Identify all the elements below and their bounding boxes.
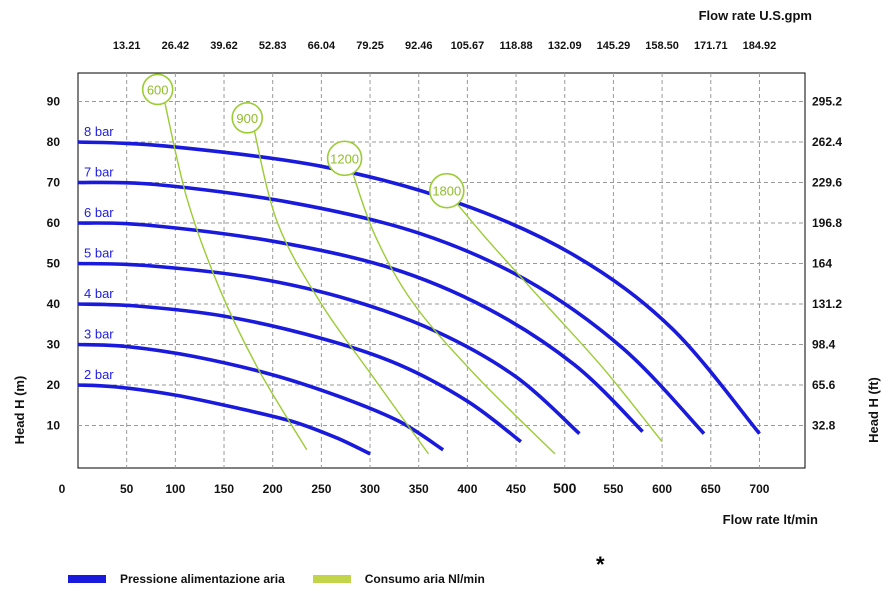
x-tick-label: 0	[59, 482, 66, 496]
pressure-curve	[77, 261, 581, 435]
x-tick-label: 250	[311, 482, 331, 496]
y-tick-label-right: 164	[812, 257, 832, 271]
y-tick-label-left: 70	[47, 176, 61, 190]
top-tick-label: 171.71	[694, 40, 728, 52]
air-consumption-badge	[231, 102, 264, 134]
y-tick-label-right: 295.2	[812, 95, 842, 109]
x-tick-label: 50	[120, 482, 134, 496]
x-tick-label: 350	[409, 482, 429, 496]
top-tick-label: 158.50	[645, 40, 679, 52]
y-tick-label-left: 60	[47, 216, 61, 230]
x-tick-label: 700	[749, 482, 769, 496]
y-tick-label-left: 80	[47, 135, 61, 149]
x-tick-label: 100	[165, 482, 185, 496]
y-tick-label-right: 229.6	[812, 176, 842, 190]
legend-swatch-pressure	[68, 575, 106, 583]
pressure-curve	[77, 302, 522, 444]
air-consumption-label: 900	[236, 111, 258, 126]
pressure-curve	[77, 180, 706, 435]
air-consumption-line	[452, 198, 663, 443]
legend-item-pressure: Pressione alimentazione aria	[68, 572, 285, 586]
top-tick-label: 92.46	[405, 40, 433, 52]
pressure-curve-label: 2 bar	[84, 367, 114, 382]
x-axis-title-top: Flow rate U.S.gpm	[699, 8, 812, 23]
air-consumption-badge	[326, 140, 363, 177]
x-tick-label: 650	[701, 482, 721, 496]
chart-legend: Pressione alimentazione aria Consumo ari…	[68, 568, 513, 590]
x-tick-label: 200	[263, 482, 283, 496]
legend-label-air: Consumo aria Nl/min	[364, 572, 485, 586]
top-tick-label: 132.09	[548, 40, 582, 52]
y-tick-label-right: 98.4	[812, 338, 836, 352]
y-tick-label-right: 32.8	[812, 419, 836, 433]
air-consumption-label: 600	[147, 82, 169, 97]
y-tick-label-left: 20	[47, 378, 61, 392]
pressure-curve-label: 8 bar	[84, 124, 114, 139]
air-consumption-line	[163, 97, 308, 451]
pressure-curve	[77, 221, 644, 433]
y-tick-label-left: 10	[47, 419, 61, 433]
top-tick-label: 52.83	[259, 40, 287, 52]
pressure-curve	[77, 383, 371, 456]
pressure-curve	[77, 342, 445, 452]
x-tick-label: 400	[457, 482, 477, 496]
air-consumption-line	[252, 125, 430, 455]
y-tick-label-left: 30	[47, 338, 61, 352]
x-tick-label: 300	[360, 482, 380, 496]
y-tick-label-right: 262.4	[812, 135, 842, 149]
pressure-curve-label: 7 bar	[84, 165, 114, 180]
top-tick-label: 79.25	[356, 40, 384, 52]
y-tick-label-right: 65.6	[812, 378, 836, 392]
y-tick-label-right: 131.2	[812, 297, 842, 311]
air-consumption-badge	[428, 172, 465, 209]
top-tick-label: 66.04	[308, 40, 336, 52]
x-tick-label: 550	[603, 482, 623, 496]
plot-frame	[77, 72, 806, 469]
pressure-curve-label: 4 bar	[84, 286, 114, 301]
x-tick-label: 600	[652, 482, 672, 496]
footnote-mark: *	[596, 552, 605, 577]
pressure-curve-label: 6 bar	[84, 205, 114, 220]
top-tick-label: 145.29	[597, 40, 631, 52]
y-axis-title-right: Head H (ft)	[866, 377, 881, 443]
top-tick-label: 26.42	[162, 40, 190, 52]
top-tick-label: 118.88	[500, 40, 533, 52]
pressure-curve-label: 3 bar	[84, 327, 114, 342]
pressure-curve-label: 5 bar	[84, 246, 114, 261]
y-tick-label-right: 196.8	[812, 216, 842, 230]
x-tick-label: 150	[214, 482, 234, 496]
y-axis-title-left: Head H (m)	[12, 376, 27, 445]
top-tick-label: 39.62	[210, 40, 238, 52]
x-axis-title-bottom: Flow rate lt/min	[723, 512, 818, 527]
legend-item-air: Consumo aria Nl/min	[312, 572, 485, 586]
top-tick-label: 105.67	[451, 40, 485, 52]
legend-label-pressure: Pressione alimentazione aria	[120, 572, 285, 586]
y-tick-label-left: 50	[47, 257, 61, 271]
top-tick-label: 13.21	[113, 40, 141, 52]
top-tick-label: 184.92	[743, 40, 777, 52]
air-consumption-line	[349, 166, 556, 455]
air-consumption-label: 1800	[432, 184, 461, 199]
air-consumption-badge	[141, 73, 174, 106]
air-consumption-label: 1200	[330, 151, 359, 166]
x-tick-label: 450	[506, 482, 526, 496]
y-tick-label-left: 40	[47, 297, 61, 311]
y-tick-label-left: 90	[47, 95, 61, 109]
x-tick-label: 500	[553, 480, 577, 496]
legend-swatch-air	[312, 575, 351, 583]
